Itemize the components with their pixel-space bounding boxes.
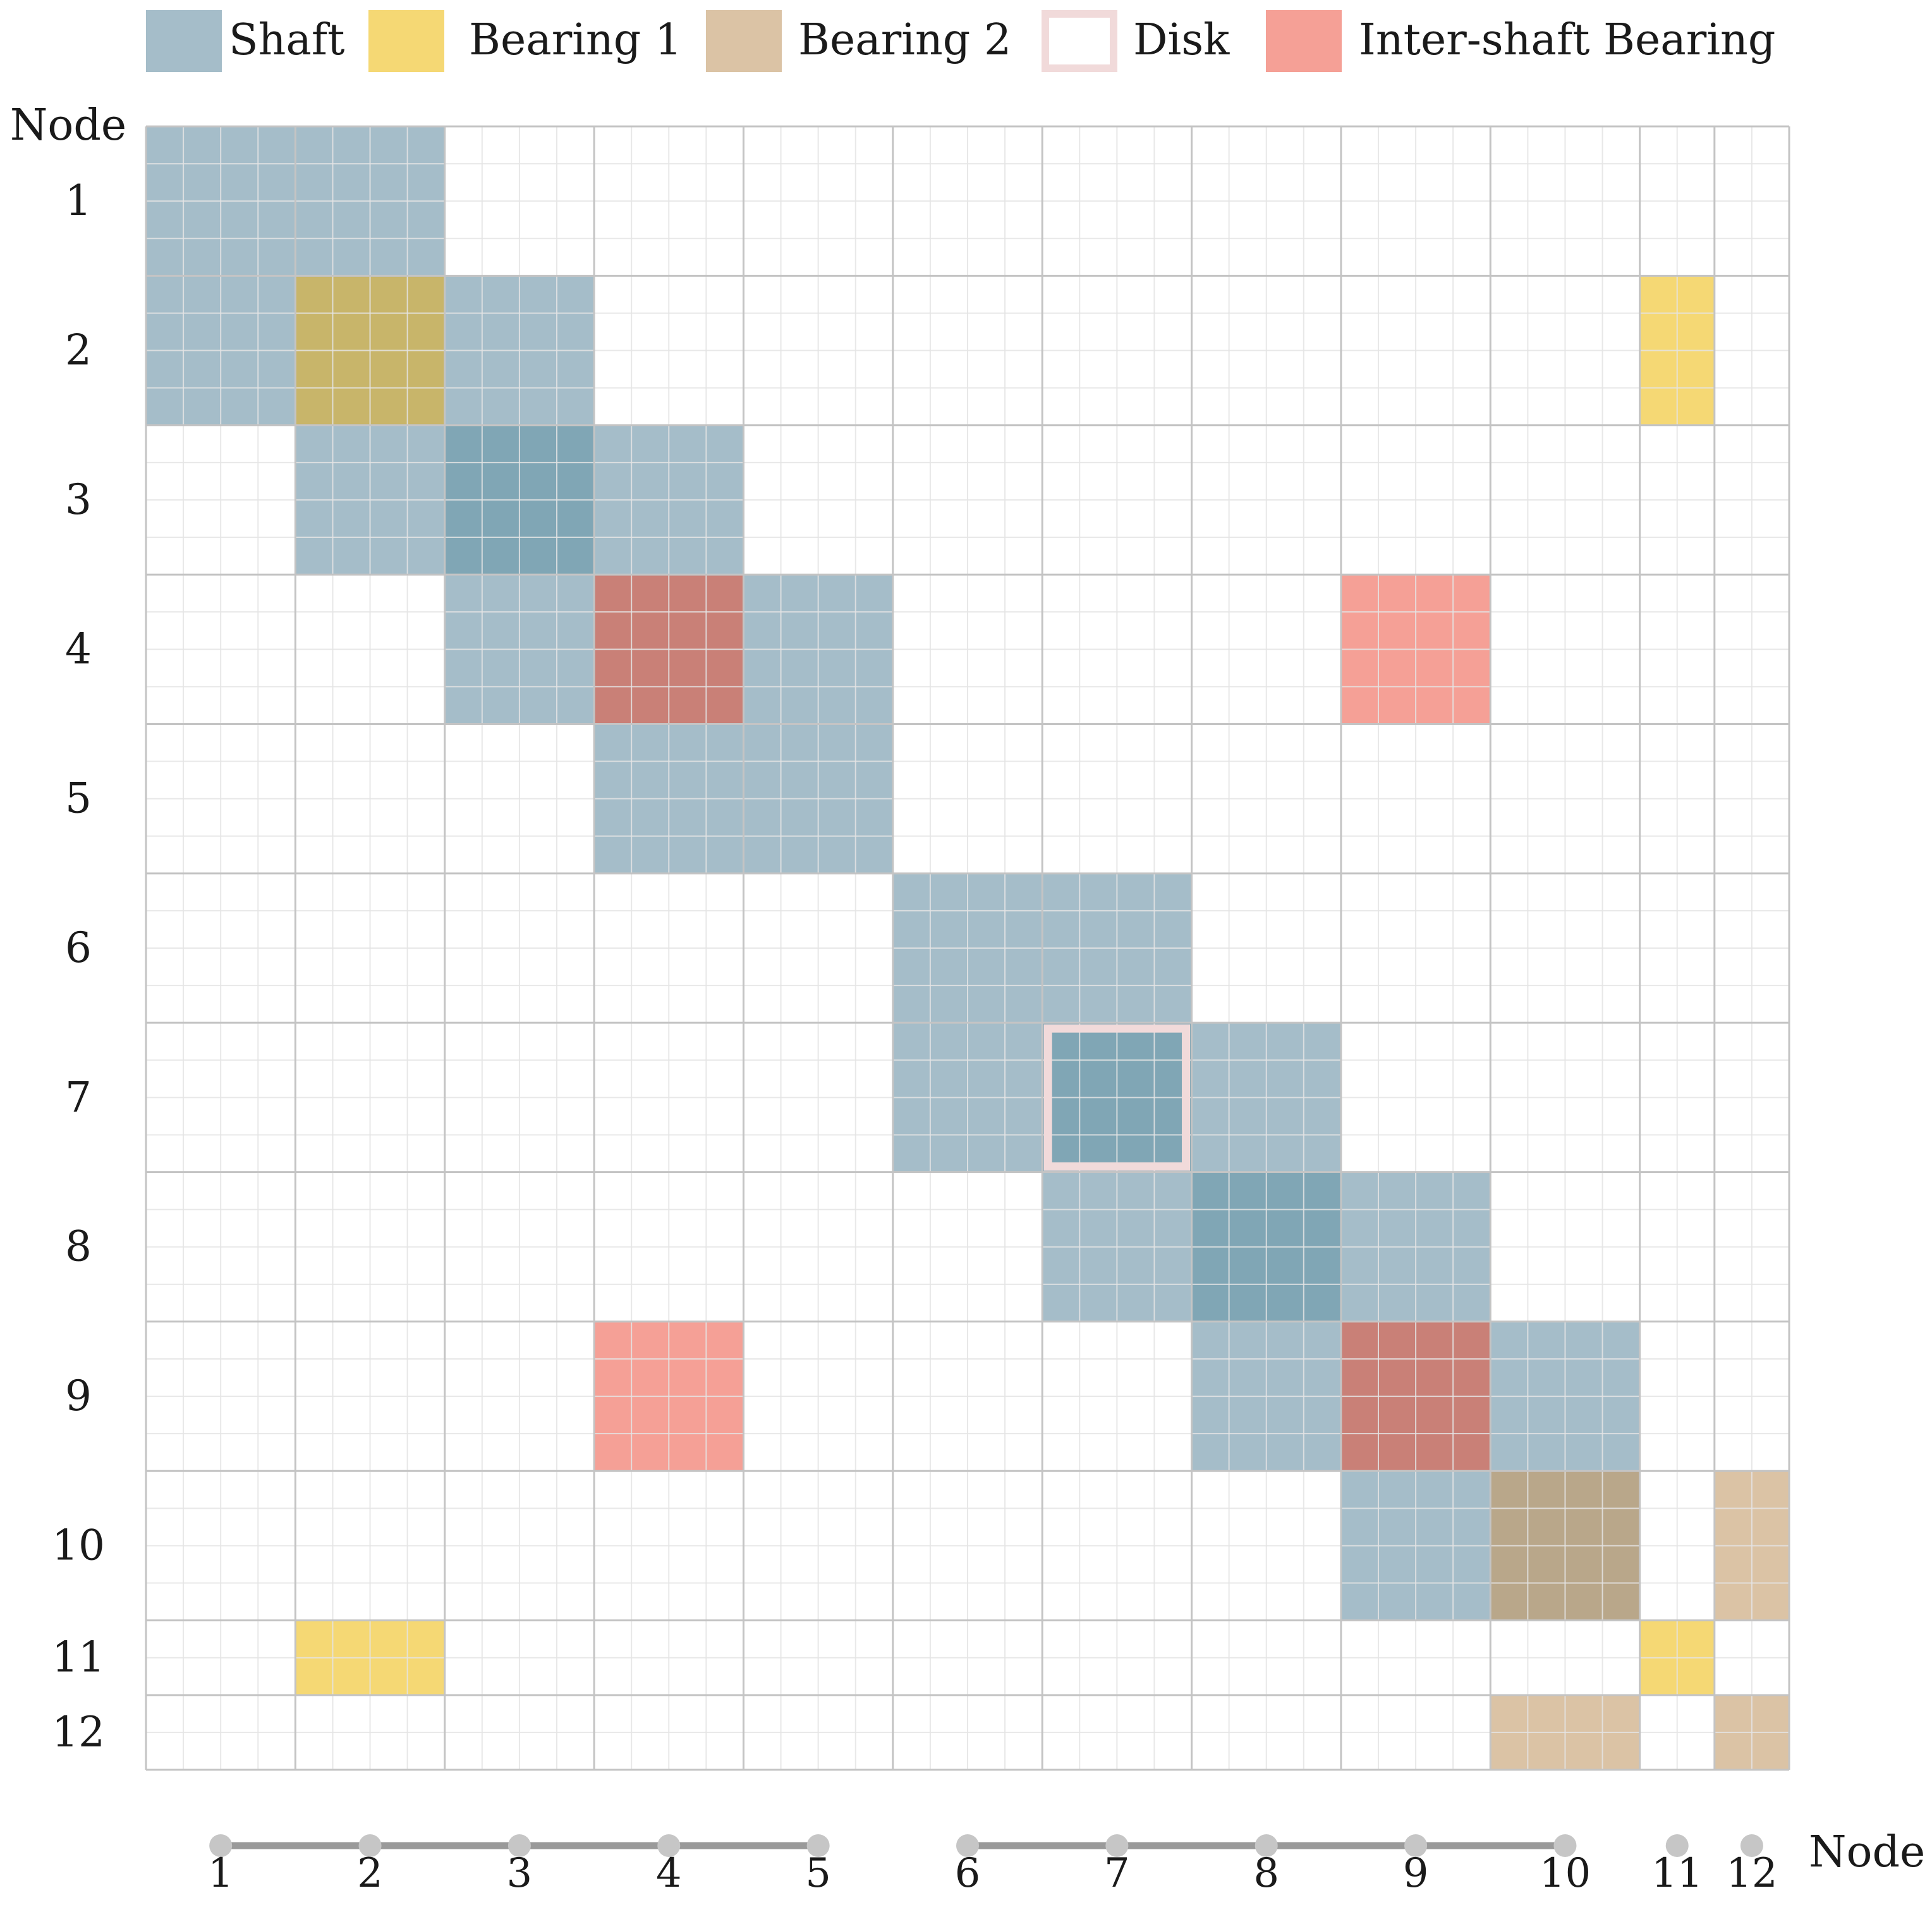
rotor-node-dot xyxy=(956,1834,979,1857)
rotor-node-dot xyxy=(358,1834,382,1857)
rotor-node-dot xyxy=(1553,1834,1577,1857)
row-node-label: 6 xyxy=(65,923,92,972)
rotor-node-label: 11 xyxy=(1651,1850,1703,1897)
row-node-label: 2 xyxy=(65,326,92,375)
matrix-grid xyxy=(145,125,1790,1771)
rotor-node-label: 8 xyxy=(1253,1850,1279,1897)
legend-label-inter: Inter-shaft Bearing xyxy=(1359,15,1775,65)
rotor-node-dot xyxy=(806,1834,830,1857)
legend-swatch-shaft xyxy=(146,10,222,72)
row-node-label: 5 xyxy=(65,774,92,823)
row-axis-title: Node xyxy=(10,100,126,150)
rotor-node-dot xyxy=(1404,1834,1428,1857)
rotor-node-label: 3 xyxy=(507,1850,533,1897)
rotor-node-label: 6 xyxy=(955,1850,981,1897)
row-node-label: 7 xyxy=(65,1073,92,1121)
rotor-node-label: 10 xyxy=(1540,1850,1591,1897)
column-axis-title: Node xyxy=(1809,1827,1925,1877)
row-node-label: 12 xyxy=(52,1708,105,1757)
disk-markers xyxy=(1043,1024,1191,1171)
rotor-node-dot xyxy=(1105,1834,1129,1857)
legend-label-bearing2: Bearing 2 xyxy=(798,15,1011,65)
rotor-node-label: 2 xyxy=(357,1850,383,1897)
row-node-label: 1 xyxy=(65,176,92,225)
legend: Shaft Bearing 1 Bearing 2 Disk Inter-shaft B… xyxy=(146,10,1775,72)
rotor-node-diagram: 1 2 3 4 5 6 7 8 9 10 11 12 xyxy=(208,1834,1778,1897)
legend-swatch-inter xyxy=(1266,10,1342,72)
row-node-label: 3 xyxy=(65,475,92,524)
row-node-label: 8 xyxy=(65,1222,92,1271)
disk-block xyxy=(1043,1024,1191,1171)
rotor-node-dot xyxy=(1665,1834,1689,1857)
rotor-node-label: 7 xyxy=(1104,1850,1130,1897)
rotor-node-dot xyxy=(1740,1834,1763,1857)
row-node-label: 11 xyxy=(52,1633,105,1682)
rotor-node-dot xyxy=(1255,1834,1278,1857)
row-node-label: 10 xyxy=(52,1521,105,1569)
rotor-node-label: 9 xyxy=(1403,1850,1429,1897)
rotor-node-label: 5 xyxy=(805,1850,831,1897)
row-node-label: 9 xyxy=(65,1372,92,1420)
rotor-node-dot xyxy=(507,1834,531,1857)
rotor-node-label: 12 xyxy=(1726,1850,1777,1897)
legend-swatch-bearing2 xyxy=(706,10,782,72)
legend-swatch-disk xyxy=(1042,10,1117,72)
rotor-node-label: 4 xyxy=(656,1850,682,1897)
row-node-label: 4 xyxy=(65,624,92,673)
rotor-node-dot xyxy=(657,1834,681,1857)
rotor-node-label: 1 xyxy=(208,1850,234,1897)
legend-label-shaft: Shaft xyxy=(229,15,344,65)
legend-swatch-bearing1 xyxy=(368,10,444,72)
legend-label-disk: Disk xyxy=(1133,15,1230,65)
rotor-node-dot xyxy=(209,1834,233,1857)
legend-label-bearing1: Bearing 1 xyxy=(469,15,682,65)
